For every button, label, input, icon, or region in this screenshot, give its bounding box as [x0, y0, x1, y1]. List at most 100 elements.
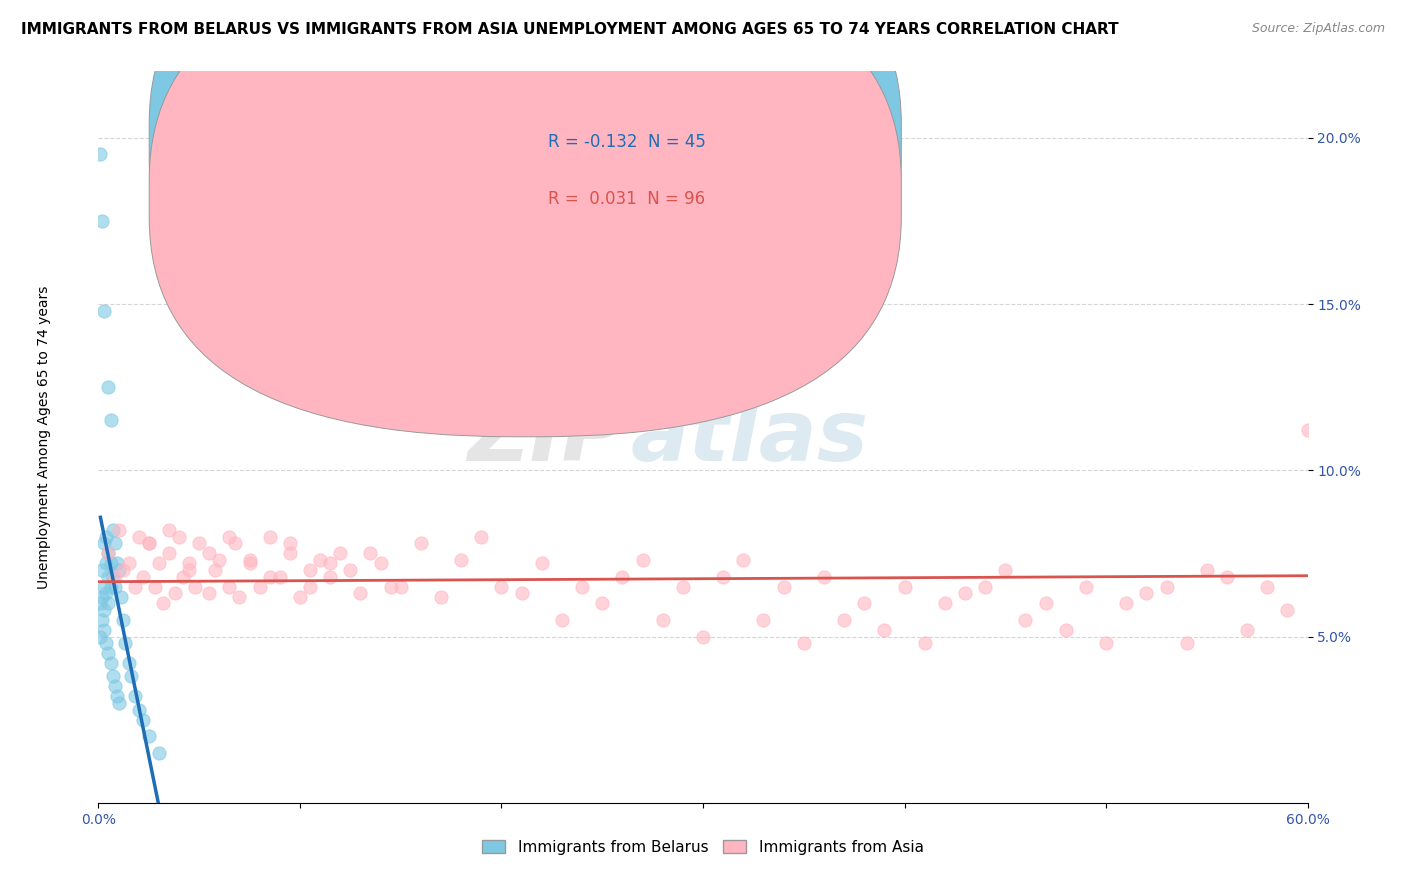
Point	[138, 536, 160, 550]
Point	[93, 536, 115, 550]
Text: R =  0.031  N = 96: R = 0.031 N = 96	[548, 190, 706, 208]
Point	[1074, 580, 1097, 594]
Point	[105, 690, 128, 704]
Point	[132, 570, 155, 584]
Point	[329, 546, 352, 560]
Point	[349, 586, 371, 600]
Point	[1296, 424, 1319, 438]
Point	[132, 713, 155, 727]
Point	[218, 580, 240, 594]
Point	[591, 596, 613, 610]
Point	[339, 563, 361, 577]
Legend: Immigrants from Belarus, Immigrants from Asia: Immigrants from Belarus, Immigrants from…	[477, 834, 929, 861]
Point	[100, 413, 122, 427]
Point	[89, 596, 111, 610]
Point	[100, 557, 122, 571]
Point	[157, 523, 180, 537]
Point	[138, 729, 160, 743]
Point	[218, 530, 240, 544]
Point	[103, 536, 125, 550]
Point	[470, 530, 492, 544]
Point	[772, 580, 794, 594]
Point	[239, 553, 262, 567]
Point	[128, 530, 150, 544]
Point	[278, 536, 301, 550]
Point	[114, 636, 136, 650]
Point	[167, 530, 190, 544]
Point	[360, 546, 382, 560]
Point	[101, 570, 124, 584]
Point	[1236, 623, 1258, 637]
Point	[107, 523, 129, 537]
Point	[179, 563, 201, 577]
Point	[450, 553, 472, 567]
Point	[269, 570, 291, 584]
Point	[733, 553, 755, 567]
Point	[491, 580, 513, 594]
Point	[111, 613, 134, 627]
Point	[120, 669, 142, 683]
Point	[893, 580, 915, 594]
Point	[249, 580, 271, 594]
Point	[96, 636, 118, 650]
Point	[184, 580, 207, 594]
Point	[832, 613, 855, 627]
Point	[319, 557, 342, 571]
Point	[551, 613, 574, 627]
Point	[96, 530, 118, 544]
Point	[259, 530, 281, 544]
Point	[299, 580, 322, 594]
Point	[97, 380, 120, 394]
Point	[259, 570, 281, 584]
Point	[96, 557, 118, 571]
Point	[93, 303, 115, 318]
Point	[89, 630, 111, 644]
Point	[118, 656, 141, 670]
Point	[152, 596, 174, 610]
Point	[111, 563, 134, 577]
Point	[672, 580, 695, 594]
Point	[651, 613, 673, 627]
Point	[101, 669, 124, 683]
Point	[89, 147, 111, 161]
Point	[380, 580, 402, 594]
Point	[97, 546, 120, 560]
Point	[93, 580, 115, 594]
Point	[93, 603, 115, 617]
Point	[994, 563, 1017, 577]
Point	[914, 636, 936, 650]
Point	[110, 590, 132, 604]
Point	[873, 623, 896, 637]
Point	[793, 636, 815, 650]
Point	[93, 623, 115, 637]
Point	[103, 580, 125, 594]
Point	[934, 596, 956, 610]
Text: R = -0.132  N = 45: R = -0.132 N = 45	[548, 133, 706, 151]
FancyBboxPatch shape	[149, 0, 901, 380]
Point	[953, 586, 976, 600]
Point	[97, 596, 120, 610]
Point	[172, 570, 194, 584]
Point	[1035, 596, 1057, 610]
Point	[711, 570, 734, 584]
Point	[107, 563, 129, 577]
Point	[370, 557, 392, 571]
Point	[612, 570, 634, 584]
Point	[1175, 636, 1198, 650]
Point	[138, 536, 160, 550]
Point	[91, 613, 114, 627]
Point	[143, 580, 166, 594]
Point	[430, 590, 453, 604]
Point	[198, 586, 221, 600]
Point	[288, 590, 311, 604]
Point	[853, 596, 876, 610]
Point	[124, 580, 146, 594]
Point	[198, 546, 221, 560]
Point	[148, 557, 170, 571]
Point	[103, 570, 125, 584]
Point	[128, 703, 150, 717]
Point	[97, 546, 120, 560]
Point	[100, 656, 122, 670]
Point	[91, 590, 114, 604]
Point	[1095, 636, 1118, 650]
